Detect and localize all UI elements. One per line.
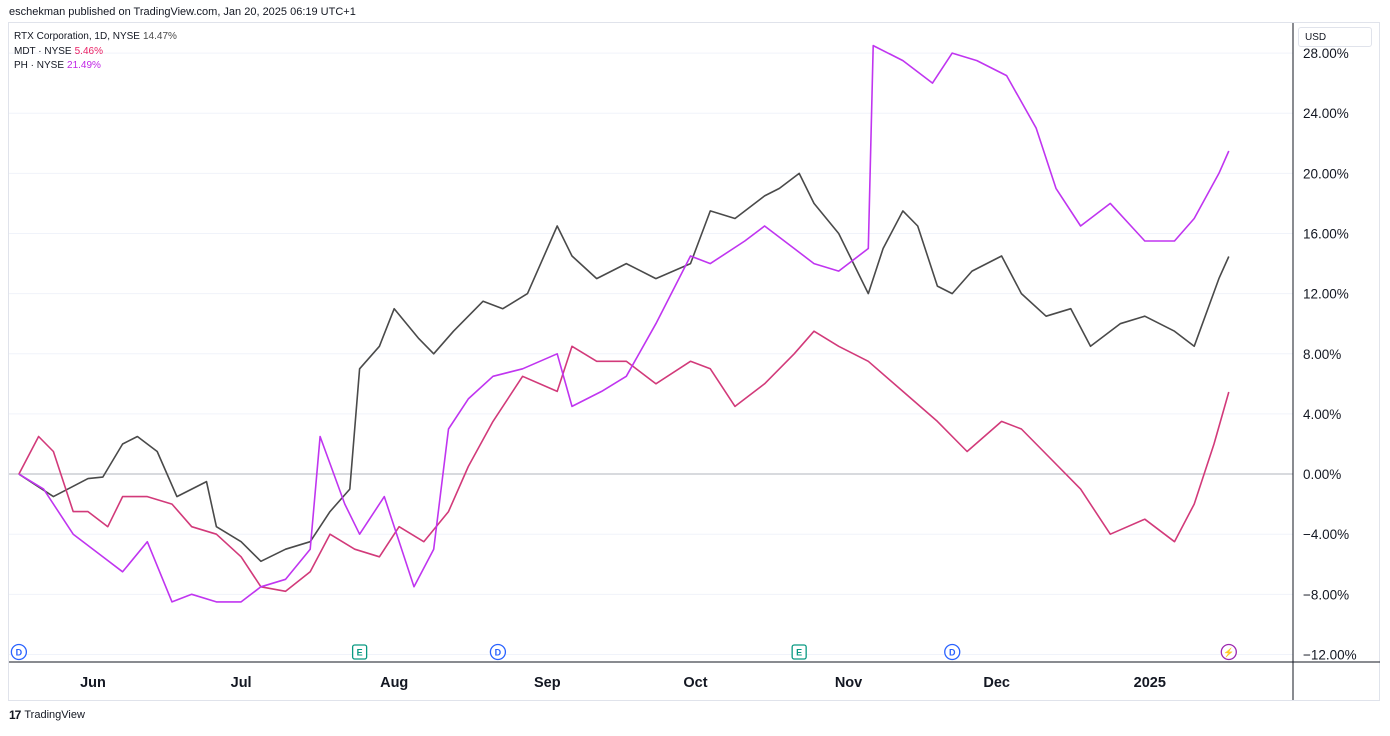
- dividend-icon[interactable]: [944, 643, 961, 661]
- legend-value: 5.46%: [74, 45, 103, 57]
- chart-frame: [8, 22, 1380, 701]
- y-tick-label: 20.00%: [1303, 166, 1349, 181]
- y-tick-label: 0.00%: [1303, 467, 1341, 482]
- legend-item[interactable]: RTX Corporation, 1D, NYSE 14.47%: [14, 30, 177, 45]
- x-tick-label: Nov: [835, 675, 862, 691]
- split-icon[interactable]: [1220, 643, 1237, 661]
- legend-label: RTX Corporation, 1D, NYSE: [14, 31, 140, 42]
- y-tick-label: 12.00%: [1303, 287, 1349, 302]
- dividend-icon[interactable]: [489, 643, 507, 661]
- event-marker-label: ⚡: [1223, 647, 1234, 659]
- series-legend: RTX Corporation, 1D, NYSE 14.47% MDT · NYS…: [14, 30, 177, 74]
- x-tick-label: Sep: [534, 675, 561, 691]
- y-tick-label: 8.00%: [1303, 347, 1341, 362]
- x-tick-label: Aug: [380, 675, 408, 691]
- brand-name: TradingView: [24, 709, 85, 721]
- series-line[interactable]: [18, 172, 1230, 563]
- dividend-icon[interactable]: [10, 643, 28, 661]
- earnings-icon[interactable]: [351, 644, 368, 660]
- y-tick-label: 4.00%: [1303, 407, 1341, 422]
- legend-label: MDT · NYSE: [14, 45, 72, 57]
- event-marker-label: D: [495, 648, 502, 658]
- legend-value: 21.49%: [67, 60, 101, 71]
- currency-selector[interactable]: USD: [1298, 27, 1372, 47]
- y-tick-label: 28.00%: [1303, 46, 1349, 61]
- x-tick-label: Dec: [983, 675, 1010, 691]
- legend-item[interactable]: MDT · NYSE 5.46%: [14, 45, 177, 60]
- series-line[interactable]: [18, 44, 1230, 603]
- event-marker-label: E: [796, 648, 802, 658]
- tradingview-logo-icon: 17: [9, 708, 21, 722]
- x-tick-label: Oct: [683, 675, 707, 691]
- event-marker-label: E: [357, 648, 363, 658]
- x-tick-label: 2025: [1134, 675, 1166, 691]
- x-tick-label: Jun: [80, 675, 106, 691]
- y-tick-label: 16.00%: [1303, 226, 1349, 241]
- footer-branding: 17 TradingView: [9, 708, 85, 722]
- event-marker-label: D: [16, 648, 23, 658]
- y-tick-label: −4.00%: [1303, 527, 1349, 542]
- publisher-line: eschekman published on TradingView.com, …: [9, 6, 356, 18]
- legend-item[interactable]: PH · NYSE 21.49%: [14, 59, 177, 74]
- y-tick-label: 24.00%: [1303, 106, 1349, 121]
- legend-value: 14.47%: [142, 31, 177, 42]
- event-marker-label: D: [949, 648, 956, 658]
- y-tick-label: −12.00%: [1303, 647, 1357, 662]
- x-tick-label: Jul: [231, 675, 252, 691]
- legend-label: PH · NYSE: [14, 60, 65, 71]
- y-tick-label: −8.00%: [1303, 587, 1349, 602]
- earnings-icon[interactable]: [791, 644, 807, 660]
- series-line[interactable]: [18, 330, 1230, 593]
